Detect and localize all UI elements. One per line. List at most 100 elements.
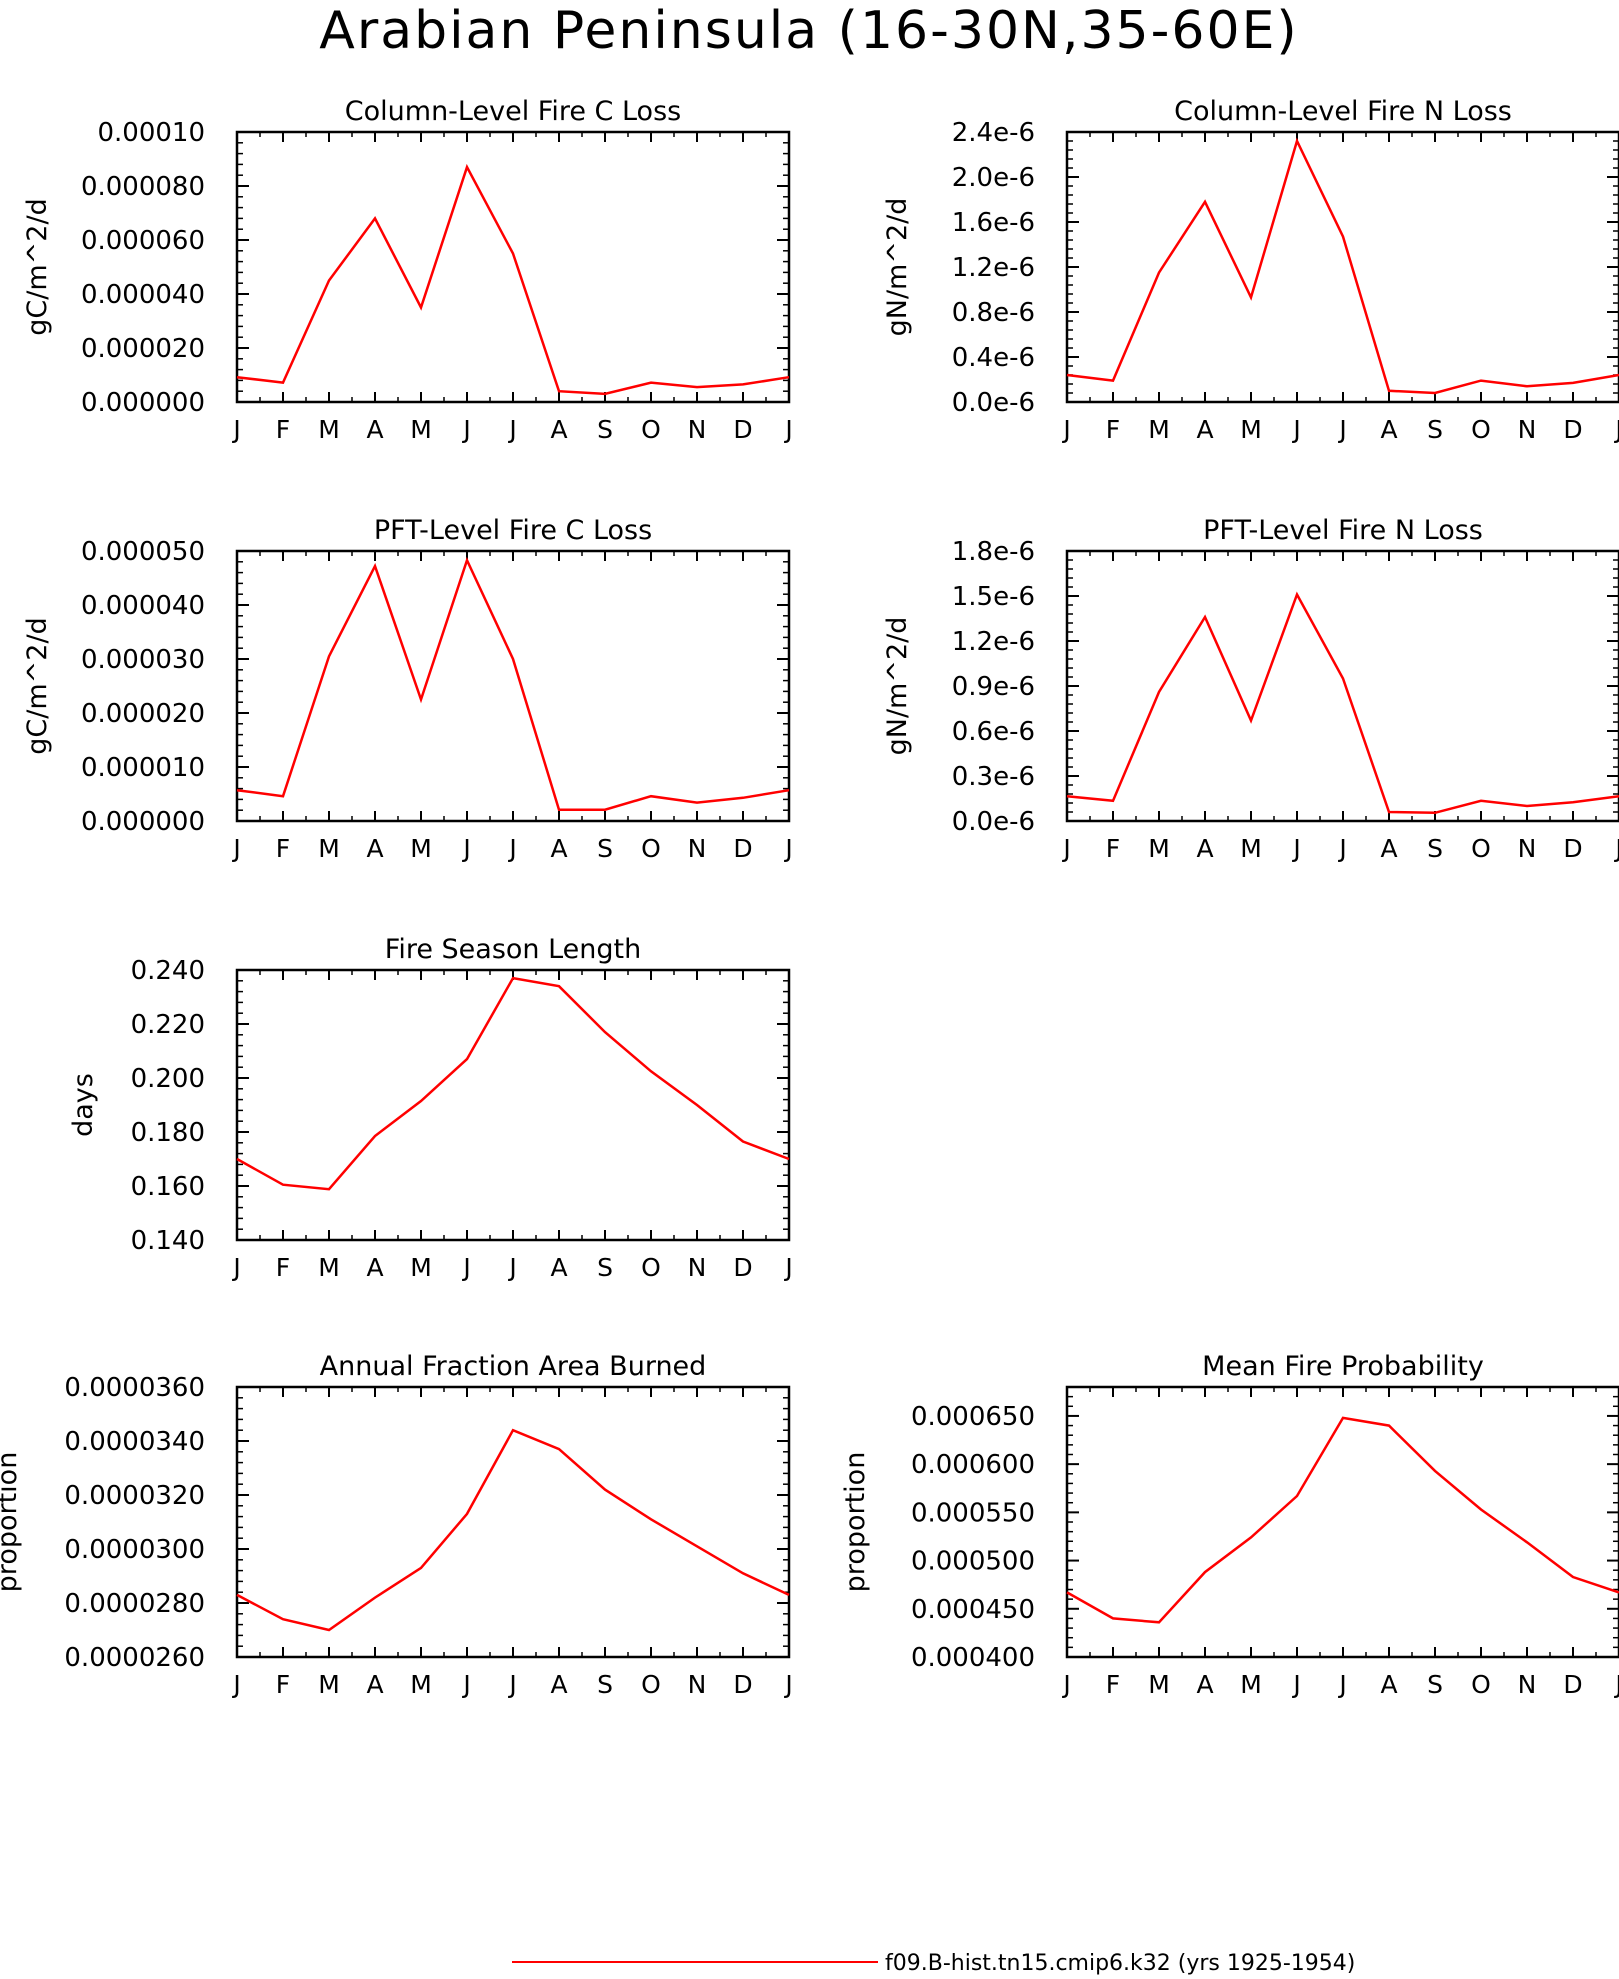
y-tick-label: 2.4e-6 bbox=[952, 118, 1035, 148]
y-tick-label: 1.2e-6 bbox=[952, 627, 1035, 657]
x-tick-label: S bbox=[597, 415, 613, 444]
y-tick-label: 0.000010 bbox=[81, 753, 205, 783]
x-tick-label: F bbox=[276, 1670, 290, 1699]
x-tick-label: A bbox=[1380, 415, 1397, 444]
x-tick-label: M bbox=[1148, 1670, 1170, 1699]
x-tick-label: J bbox=[231, 1253, 240, 1282]
x-tick-label: A bbox=[366, 415, 383, 444]
y-tick-label: 0.000450 bbox=[911, 1595, 1035, 1625]
x-tick-label: A bbox=[1196, 834, 1213, 863]
y-tick-label: 0.000020 bbox=[81, 699, 205, 729]
x-tick-label: F bbox=[1106, 834, 1120, 863]
x-tick-label: N bbox=[688, 1670, 707, 1699]
x-tick-label: A bbox=[1196, 1670, 1213, 1699]
x-tick-label: J bbox=[1061, 1670, 1070, 1699]
x-tick-label: N bbox=[1518, 415, 1537, 444]
y-tick-label: 0.000000 bbox=[81, 807, 205, 837]
x-tick-label: F bbox=[1106, 415, 1120, 444]
y-tick-label: 0.00010 bbox=[97, 118, 205, 148]
x-tick-label: J bbox=[231, 1670, 240, 1699]
panel-title: Fire Season Length bbox=[385, 934, 641, 965]
y-tick-label: 0.140 bbox=[131, 1226, 205, 1256]
x-tick-label: J bbox=[1291, 1670, 1300, 1699]
y-tick-label: 0.000050 bbox=[81, 537, 205, 567]
y-axis-label: proportion bbox=[0, 1452, 23, 1593]
chart-panel-4: JFMAMJJASONDJ0.0e-60.3e-60.6e-60.9e-61.2… bbox=[882, 515, 1619, 863]
y-tick-label: 0.240 bbox=[131, 956, 205, 986]
x-tick-label: F bbox=[1106, 1670, 1120, 1699]
x-tick-label: A bbox=[550, 415, 567, 444]
x-tick-label: J bbox=[507, 834, 516, 863]
y-tick-label: 0.9e-6 bbox=[952, 672, 1035, 702]
x-tick-label: A bbox=[1196, 415, 1213, 444]
x-tick-label: J bbox=[507, 1253, 516, 1282]
x-tick-label: J bbox=[1613, 1670, 1619, 1699]
x-tick-label: A bbox=[550, 1253, 567, 1282]
chart-panel-1: J F M A M J J A S O N D J0.0000000.0000200.0000400.0… bbox=[22, 96, 793, 444]
y-tick-label: 0.0000320 bbox=[64, 1481, 205, 1511]
x-tick-label: J bbox=[783, 1670, 792, 1699]
x-tick-label: A bbox=[550, 834, 567, 863]
x-tick-label: J bbox=[1337, 1670, 1346, 1699]
x-tick-label: A bbox=[550, 1670, 567, 1699]
x-tick-label: N bbox=[688, 415, 707, 444]
x-tick-label: D bbox=[1563, 834, 1582, 863]
figure-title: Arabian Peninsula (16-30N,35-60E) bbox=[319, 1, 1298, 61]
x-tick-label: A bbox=[366, 834, 383, 863]
x-tick-label: N bbox=[688, 1253, 707, 1282]
x-tick-label: J bbox=[1337, 415, 1346, 444]
panel-title: Column-Level Fire N Loss bbox=[1174, 96, 1512, 127]
y-tick-label: 0.220 bbox=[131, 1010, 205, 1040]
x-tick-label: O bbox=[641, 834, 661, 863]
x-tick-label: J bbox=[231, 415, 240, 444]
y-axis-label: gC/m^2/d bbox=[22, 198, 53, 335]
x-tick-label: N bbox=[688, 834, 707, 863]
x-tick-label: D bbox=[733, 834, 752, 863]
x-tick-label: A bbox=[1380, 1670, 1397, 1699]
y-tick-label: 0.0000300 bbox=[64, 1535, 205, 1565]
x-tick-label: M bbox=[1240, 834, 1262, 863]
x-tick-label: J bbox=[1337, 834, 1346, 863]
y-tick-label: 2.0e-6 bbox=[952, 163, 1035, 193]
y-tick-label: 1.8e-6 bbox=[952, 537, 1035, 567]
chart-panel-3: J F M A M J J A S O N D J0.0000000.0000100.0000200.0… bbox=[22, 515, 793, 863]
y-tick-label: 0.000060 bbox=[81, 226, 205, 256]
x-tick-label: N bbox=[1518, 834, 1537, 863]
y-tick-label: 0.0000260 bbox=[64, 1643, 205, 1673]
y-tick-label: 0.4e-6 bbox=[952, 343, 1035, 373]
x-tick-label: M bbox=[410, 1670, 432, 1699]
panel-title: PFT-Level Fire C Loss bbox=[374, 515, 652, 546]
y-tick-label: 0.8e-6 bbox=[952, 298, 1035, 328]
y-tick-label: 0.000030 bbox=[81, 645, 205, 675]
x-tick-label: O bbox=[641, 1670, 661, 1699]
chart-panel-6: J F M A M J J A S O N D J0.00002600.00002800.0000300… bbox=[0, 1351, 793, 1699]
y-tick-label: 0.160 bbox=[131, 1172, 205, 1202]
x-tick-label: J bbox=[1291, 834, 1300, 863]
x-tick-label: S bbox=[1427, 415, 1443, 444]
x-tick-label: S bbox=[1427, 1670, 1443, 1699]
y-tick-label: 0.6e-6 bbox=[952, 717, 1035, 747]
y-tick-label: 0.000040 bbox=[81, 591, 205, 621]
y-tick-label: 0.000550 bbox=[911, 1498, 1035, 1528]
y-tick-label: 0.000040 bbox=[81, 280, 205, 310]
y-tick-label: 0.000000 bbox=[81, 388, 205, 418]
y-tick-label: 1.6e-6 bbox=[952, 208, 1035, 238]
x-tick-label: D bbox=[1563, 1670, 1582, 1699]
x-tick-label: S bbox=[597, 1253, 613, 1282]
x-tick-label: M bbox=[318, 1670, 340, 1699]
x-tick-label: M bbox=[410, 834, 432, 863]
y-tick-label: 0.0e-6 bbox=[952, 388, 1035, 418]
x-tick-label: O bbox=[641, 1253, 661, 1282]
x-tick-label: N bbox=[1518, 1670, 1537, 1699]
x-tick-label: A bbox=[1380, 834, 1397, 863]
x-tick-label: O bbox=[1471, 834, 1491, 863]
panel-title: Mean Fire Probability bbox=[1202, 1351, 1484, 1382]
x-tick-label: J bbox=[1291, 415, 1300, 444]
x-tick-label: J bbox=[783, 834, 792, 863]
y-tick-label: 0.180 bbox=[131, 1118, 205, 1148]
x-tick-label: J bbox=[1613, 834, 1619, 863]
legend: f09.B-hist.tn15.cmip6.k32 (yrs 1925-1954… bbox=[512, 1951, 1355, 1976]
x-tick-label: J bbox=[231, 834, 240, 863]
x-tick-label: J bbox=[461, 1670, 470, 1699]
y-tick-label: 0.000500 bbox=[911, 1547, 1035, 1577]
